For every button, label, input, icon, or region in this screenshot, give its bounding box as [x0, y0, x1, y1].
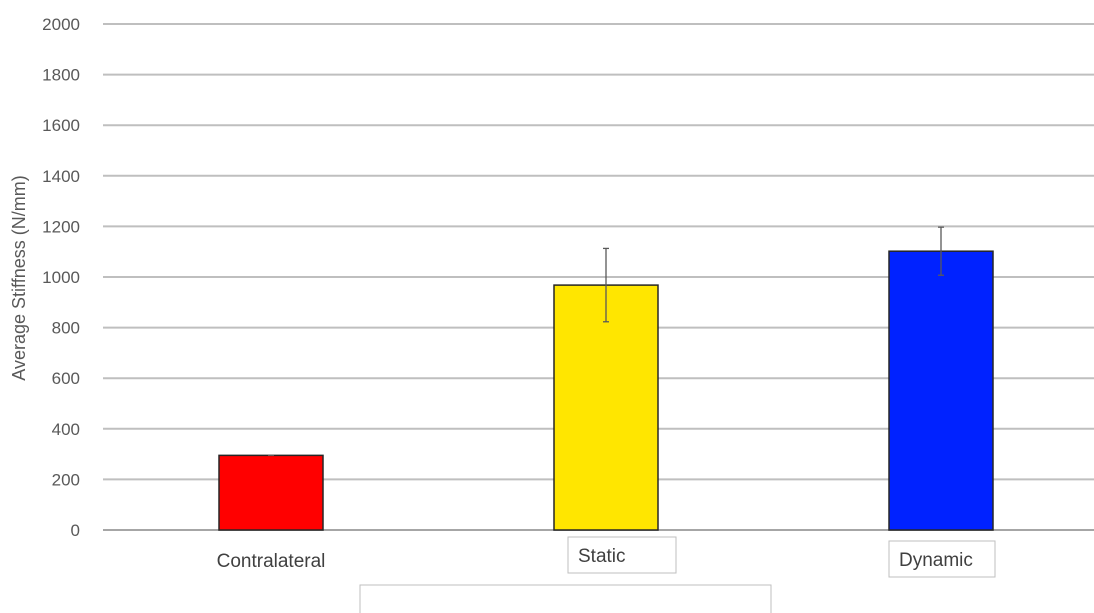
x-category-label: Contralateral [217, 551, 326, 572]
y-tick-label: 1800 [42, 66, 80, 85]
y-tick-label: 1200 [42, 217, 80, 236]
bar-dynamic [888, 250, 994, 531]
x-category-label: Static [578, 546, 626, 567]
y-tick-label: 800 [52, 319, 80, 338]
empty-axis-title-box [359, 584, 772, 613]
bar-static [553, 284, 659, 531]
y-tick-label: 1000 [42, 268, 80, 287]
y-tick-label: 1400 [42, 167, 80, 186]
error-bar [603, 247, 609, 323]
x-category-labels: Contralateral Static Dynamic [217, 536, 996, 578]
y-tick-labels: 0 200 400 600 800 1000 1200 1400 1600 1800 2000 [42, 15, 80, 540]
bars [218, 250, 994, 531]
category-label-box [888, 540, 996, 578]
x-category-label: Dynamic [899, 550, 973, 571]
y-tick-label: 0 [71, 521, 80, 540]
y-tick-label: 200 [52, 470, 80, 489]
y-tick-label: 2000 [42, 15, 80, 34]
category-label-box [567, 536, 677, 574]
error-bar [938, 226, 944, 276]
y-tick-label: 400 [52, 420, 80, 439]
y-tick-label: 600 [52, 369, 80, 388]
error-bars [268, 226, 944, 457]
bar-contralateral [218, 454, 324, 531]
y-tick-label: 1600 [42, 116, 80, 135]
y-axis-title: Average Stiffness (N/mm) [9, 175, 29, 380]
